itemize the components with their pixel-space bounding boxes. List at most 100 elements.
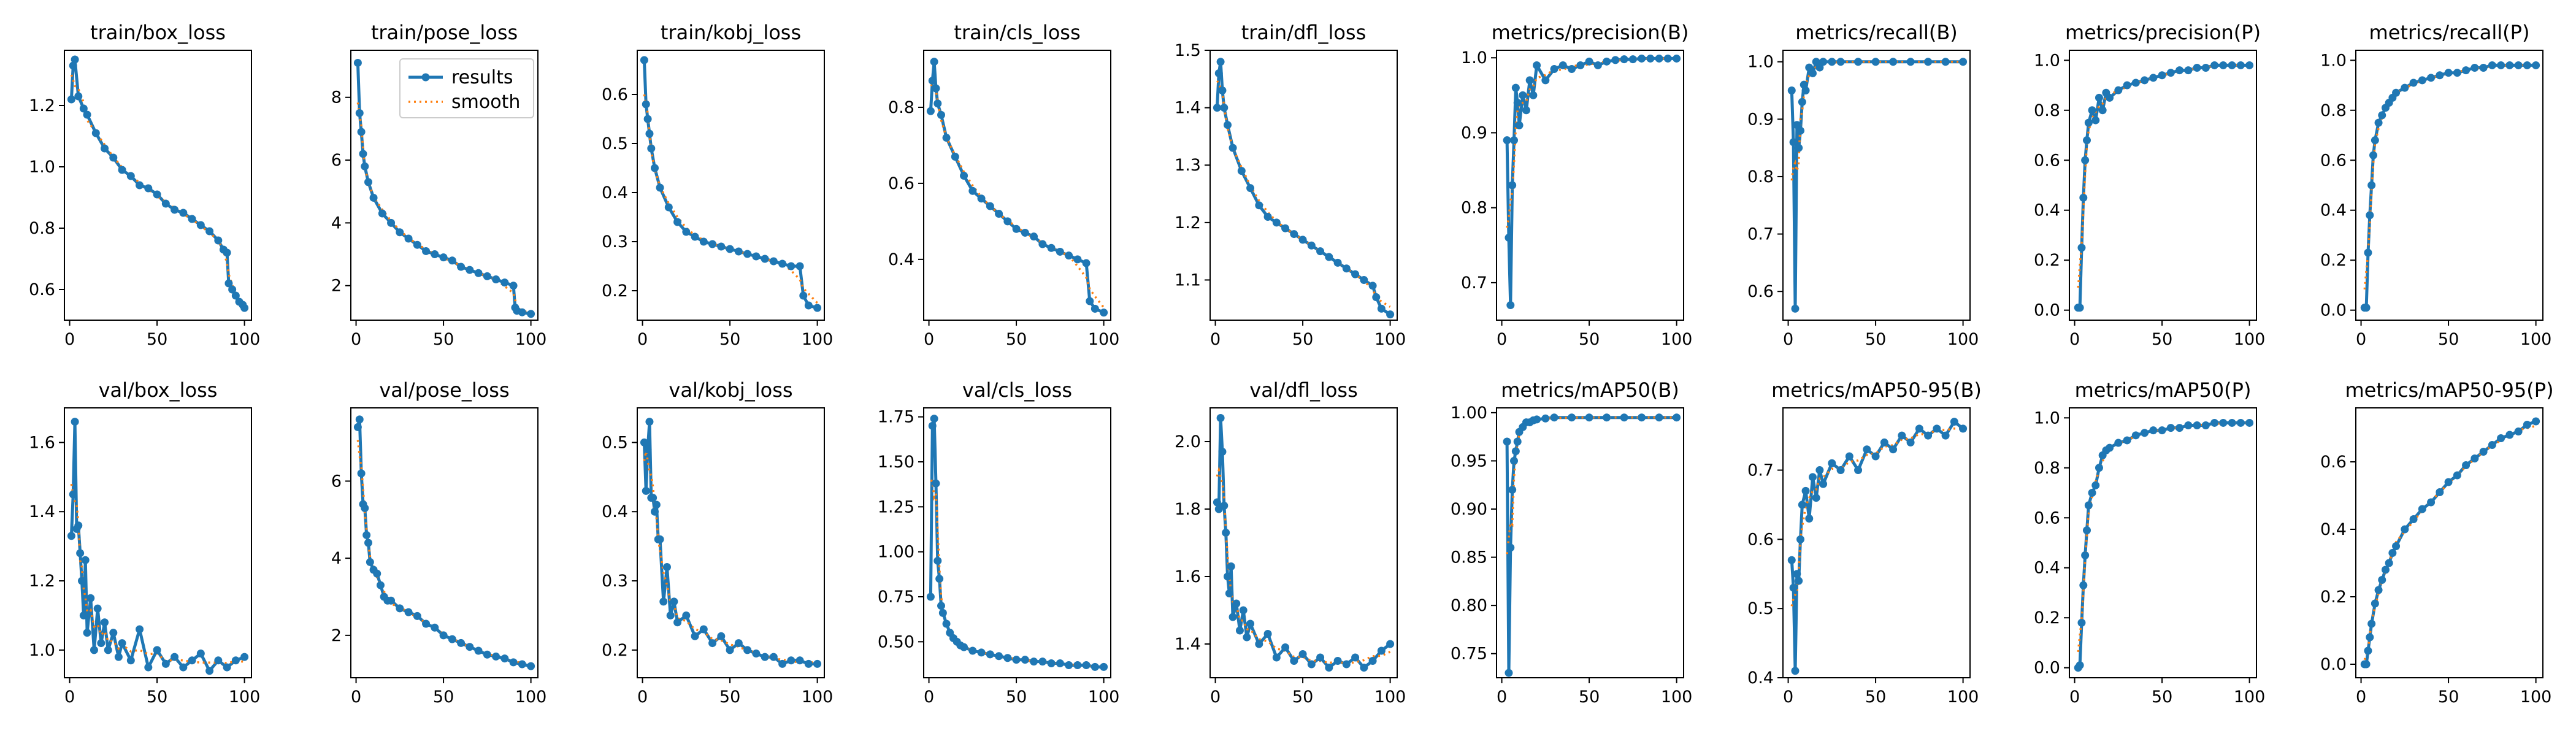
results-point: [1506, 543, 1515, 552]
results-point: [2462, 461, 2471, 469]
results-point: [752, 650, 761, 658]
results-point: [364, 539, 373, 547]
results-point: [804, 301, 813, 310]
results-point: [2166, 424, 2175, 432]
results-point: [2378, 576, 2386, 584]
x-tick-label: 100: [2520, 330, 2552, 349]
results-point: [2245, 61, 2254, 69]
results-point: [2079, 581, 2088, 589]
x-tick-label: 50: [147, 688, 167, 707]
x-tick-label: 50: [2152, 330, 2172, 349]
results-point: [930, 415, 938, 423]
results-point: [205, 667, 214, 675]
results-point: [2462, 66, 2471, 75]
y-tick-label: 0.8: [2034, 101, 2060, 120]
y-tick-label: 1.8: [1175, 500, 1201, 519]
results-point: [1351, 653, 1360, 662]
results-point: [1333, 657, 1342, 665]
results-line: [1505, 416, 1677, 675]
results-point: [1871, 452, 1880, 461]
results-point: [656, 183, 664, 192]
results-point: [942, 134, 951, 142]
results-point: [926, 107, 935, 115]
results-point: [223, 663, 231, 672]
x-tick-label: 50: [719, 688, 740, 707]
y-tick-label: 1.3: [1175, 156, 1201, 175]
results-point: [1513, 99, 1522, 107]
x-tick-label: 100: [1374, 330, 1406, 349]
results-point: [79, 611, 88, 619]
results-point: [161, 659, 170, 668]
results-point: [1503, 136, 1511, 145]
x-tick-label: 100: [1661, 688, 1693, 707]
results-point: [1038, 240, 1047, 248]
results-point: [2444, 478, 2453, 486]
results-point: [642, 486, 650, 495]
results-point: [932, 479, 940, 488]
y-tick-label: 0.80: [1451, 596, 1487, 615]
results-point: [1836, 58, 1845, 66]
results-point: [1298, 650, 1307, 658]
results-point: [118, 166, 126, 174]
x-tick-label: 100: [2234, 688, 2266, 707]
results-point: [1351, 270, 1360, 278]
x-tick-label: 100: [229, 330, 261, 349]
results-point: [1065, 251, 1073, 260]
y-tick-label: 1.4: [1175, 99, 1201, 118]
y-tick-label: 0.2: [2034, 251, 2060, 270]
y-tick-label: 0.85: [1451, 548, 1487, 567]
panel-metrics-recall-p: metrics/recall(P) 0 50 100 0.0 0.2 0.4 0.6 0.8 1.…: [2320, 21, 2551, 349]
results-point: [928, 421, 937, 430]
results-point: [466, 643, 474, 651]
smooth-line: [643, 451, 818, 664]
results-point: [109, 629, 118, 637]
results-point: [1030, 657, 1038, 666]
results-point: [1663, 54, 1672, 63]
results-point: [413, 611, 421, 620]
x-tick-label: 0: [351, 688, 361, 707]
x-tick-label: 100: [1947, 688, 1979, 707]
results-point: [439, 631, 448, 640]
results-point: [1828, 58, 1836, 66]
results-point: [83, 629, 91, 637]
results-point: [1360, 664, 1368, 672]
results-point: [2453, 69, 2461, 77]
results-point: [79, 104, 88, 113]
results-point: [691, 632, 699, 640]
smooth-line: [930, 83, 1105, 309]
results-point: [1272, 218, 1281, 227]
results-line: [929, 60, 1105, 314]
results-point: [1808, 69, 1817, 77]
y-tick-label: 0.8: [1747, 167, 1774, 186]
results-point: [656, 535, 664, 543]
results-point: [355, 415, 364, 424]
results-point: [1100, 662, 1108, 671]
y-tick-label: 1.5: [1175, 41, 1201, 60]
results-point: [699, 237, 708, 246]
results-point: [2184, 421, 2193, 430]
results-point: [1880, 438, 1888, 447]
panel-metrics-precision-p: metrics/precision(P) 0 50 100 0.0 0.2 0.4 0.6 0.…: [2034, 21, 2265, 349]
results-point: [691, 232, 699, 241]
results-point: [196, 650, 205, 658]
results-point: [1316, 653, 1325, 662]
y-tick-label: 0.6: [2320, 151, 2347, 170]
results-point: [1237, 167, 1246, 175]
results-point: [359, 150, 367, 158]
y-tick-label: 0.9: [1461, 123, 1487, 142]
results-point: [2453, 471, 2461, 480]
y-tick-label: 2.0: [1175, 432, 1201, 451]
results-point: [1298, 236, 1307, 244]
panel-title: metrics/recall(P): [2369, 21, 2530, 44]
y-tick-label: 0.6: [2034, 151, 2060, 170]
results-point: [214, 236, 223, 245]
results-point: [1541, 414, 1550, 423]
y-tick-label: 0.0: [2320, 655, 2347, 674]
results-point: [926, 592, 935, 601]
results-point: [1342, 264, 1351, 273]
results-point: [673, 618, 682, 627]
results-point: [91, 129, 100, 137]
results-point: [373, 569, 381, 578]
x-tick-label: 50: [433, 330, 454, 349]
results-point: [2374, 118, 2383, 127]
